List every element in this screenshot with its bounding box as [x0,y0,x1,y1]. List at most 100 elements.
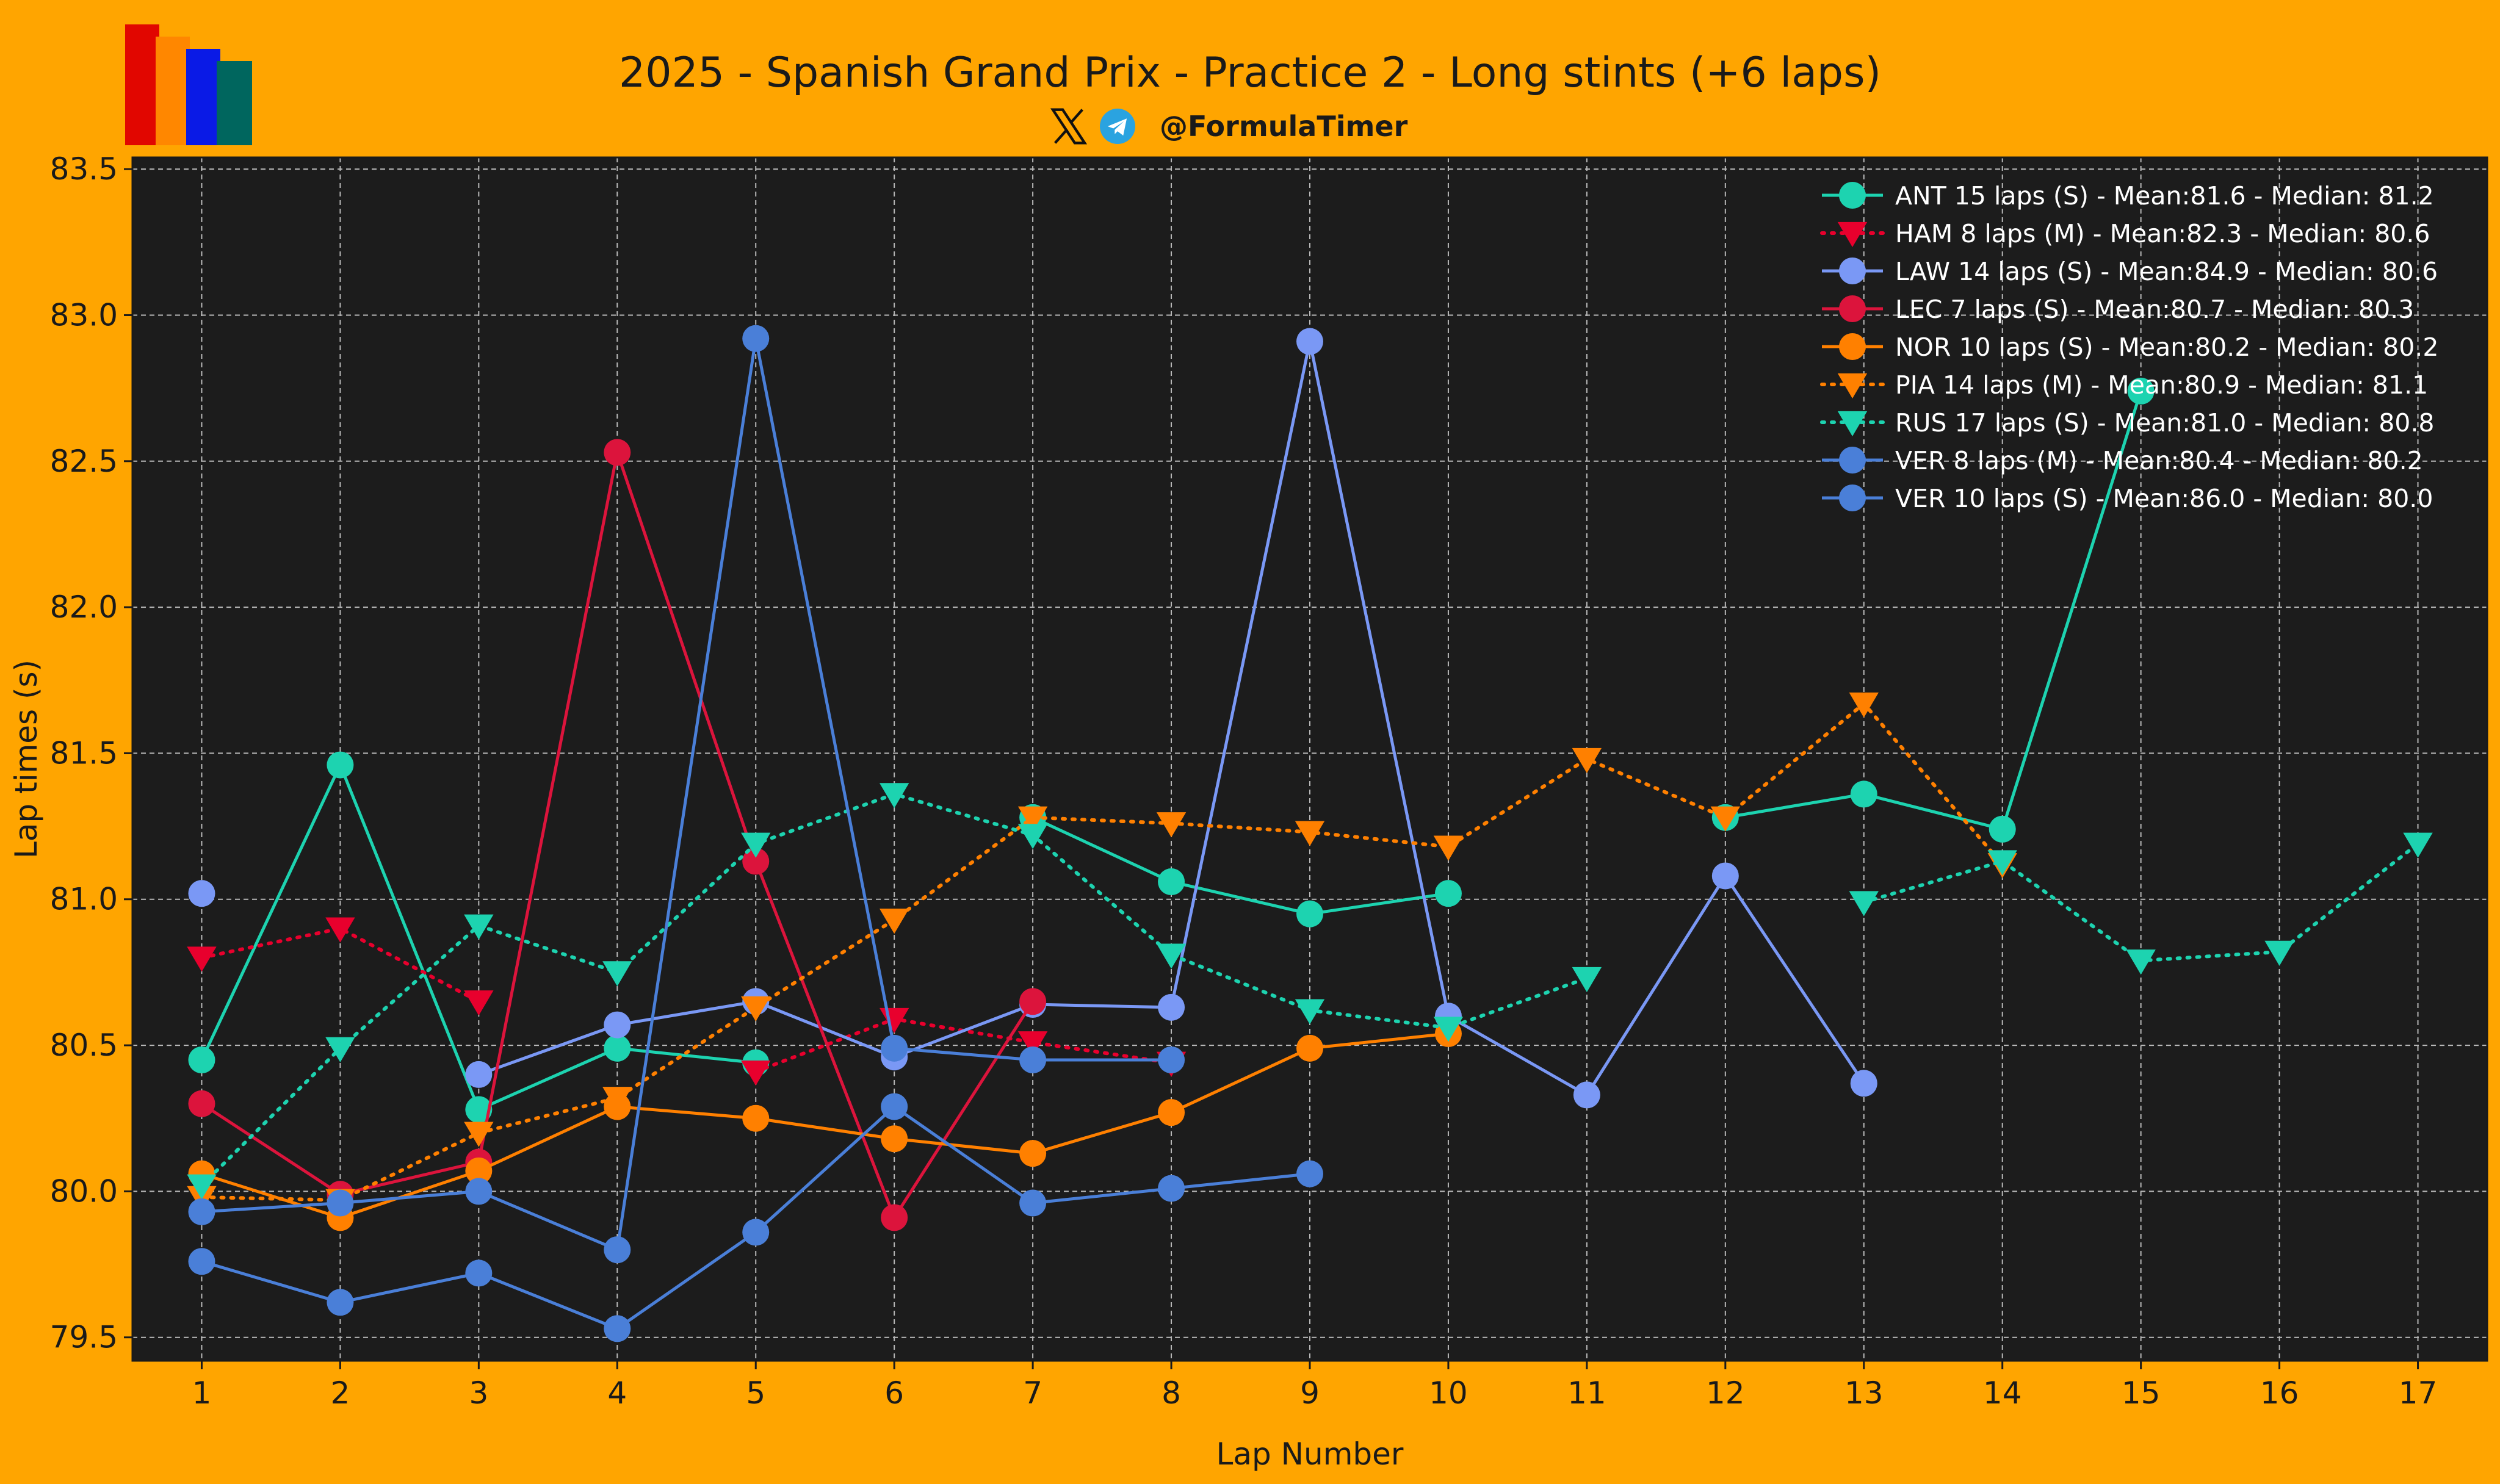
chart-title: 2025 - Spanish Grand Prix - Practice 2 -… [618,49,1882,97]
x-tick-label: 12 [1706,1375,1745,1411]
data-point [1017,824,1048,849]
data-point [742,848,770,875]
data-point [188,1046,215,1073]
data-point [1573,1081,1600,1109]
legend-item: ANT 15 laps (S) - Mean:81.6 - Median: 81… [1822,181,2434,211]
data-point [1572,747,1602,773]
data-point [188,880,215,907]
x-tick-label: 11 [1567,1375,1606,1411]
x-tick-label: 14 [1983,1375,2022,1411]
data-point [879,909,909,934]
legend-marker [1837,222,1868,247]
legend-item: VER 10 laps (S) - Mean:86.0 - Median: 80… [1822,484,2433,513]
data-point [1019,988,1047,1015]
data-point [1711,862,1739,890]
data-point [1295,999,1325,1025]
data-point [2264,940,2294,966]
x-tick-label: 8 [1161,1375,1181,1411]
data-point [1158,993,1185,1021]
y-tick-label: 82.0 [50,589,118,625]
data-point [881,1125,908,1153]
data-point [465,1157,493,1184]
x-tick-label: 9 [1300,1375,1320,1411]
data-point [327,1189,354,1217]
data-point [465,1259,493,1287]
data-point [188,1248,215,1275]
data-point [464,990,494,1016]
data-point [742,1219,770,1246]
legend-item: NOR 10 laps (S) - Mean:80.2 - Median: 80… [1822,333,2438,362]
data-point [2127,377,2155,405]
legend-label: LAW 14 laps (S) - Mean:84.9 - Median: 80… [1895,257,2438,286]
y-tick-label: 79.5 [50,1320,118,1355]
series-8 [188,1093,1323,1342]
series-line [1725,391,2143,831]
social-handle: @FormulaTimer [1160,110,1408,143]
data-point [1158,868,1185,896]
legend-item: LEC 7 laps (S) - Mean:80.7 - Median: 80.… [1822,295,2414,324]
data-point [327,751,354,779]
x-tick-label: 16 [2260,1375,2299,1411]
data-point [325,1037,355,1062]
data-point [1296,328,1323,355]
data-point [1433,835,1464,861]
data-point [741,832,771,858]
legend-marker [1839,295,1866,322]
data-point [604,439,631,466]
series-layer [187,325,2433,1342]
x-logo-icon[interactable] [1050,107,1088,145]
data-point [187,946,217,972]
legend-item: HAM 8 laps (M) - Mean:82.3 - Median: 80.… [1820,219,2430,248]
data-point [602,961,632,987]
legend-label: VER 8 laps (M) - Mean:80.4 - Median: 80.… [1895,446,2423,475]
legend-marker [1839,182,1866,209]
data-point [604,1236,631,1264]
data-point [1019,1046,1047,1073]
data-point [1850,1070,1877,1097]
y-tick-label: 81.0 [50,882,118,917]
logo-bar-orange [156,37,190,145]
legend-marker [1839,333,1866,360]
legend-item: RUS 17 laps (S) - Mean:81.0 - Median: 80… [1820,408,2435,438]
logo-bar-red [125,24,159,145]
x-tick-label: 13 [1844,1375,1884,1411]
data-point [1158,1046,1185,1073]
x-tick-label: 10 [1429,1375,1468,1411]
x-tick-label: 1 [192,1375,212,1411]
data-point [1296,1160,1323,1187]
data-point [1434,880,1462,907]
legend-item: VER 8 laps (M) - Mean:80.4 - Median: 80.… [1822,446,2423,475]
data-point [1019,1140,1047,1167]
data-point [1849,891,1879,917]
legend-label: NOR 10 laps (S) - Mean:80.2 - Median: 80… [1895,333,2438,362]
x-tick-label: 2 [331,1375,350,1411]
logo-bar-blue [186,49,220,145]
data-point [188,1198,215,1225]
data-point [465,1096,493,1123]
series-6 [187,783,2433,1200]
y-tick-label: 82.5 [50,444,118,479]
data-point [1295,821,1325,846]
axes: 1 2 3 4 5 6 7 8 9 10 11 12 13 14 15 16 1779.580.080.581.… [50,151,2488,1411]
data-point [1987,850,2017,876]
grid-lines [132,157,2487,1361]
plot-frame [131,156,2488,1362]
data-point [1433,1017,1464,1042]
data-point [1158,1099,1185,1126]
series-4 [188,1020,1462,1231]
telegram-icon[interactable] [1100,109,1135,144]
data-point [742,325,770,352]
data-point [742,1104,770,1132]
data-point [1017,806,1048,832]
data-point [464,914,494,940]
data-point [465,1061,493,1088]
data-point [604,1315,631,1342]
y-tick-label: 80.0 [50,1173,118,1209]
legend-marker [1837,411,1868,436]
x-tick-label: 17 [2399,1375,2438,1411]
data-point [1158,1175,1185,1202]
series-7 [188,325,1185,1264]
logo-bar-teal [217,61,252,145]
series-line [1032,816,1449,916]
